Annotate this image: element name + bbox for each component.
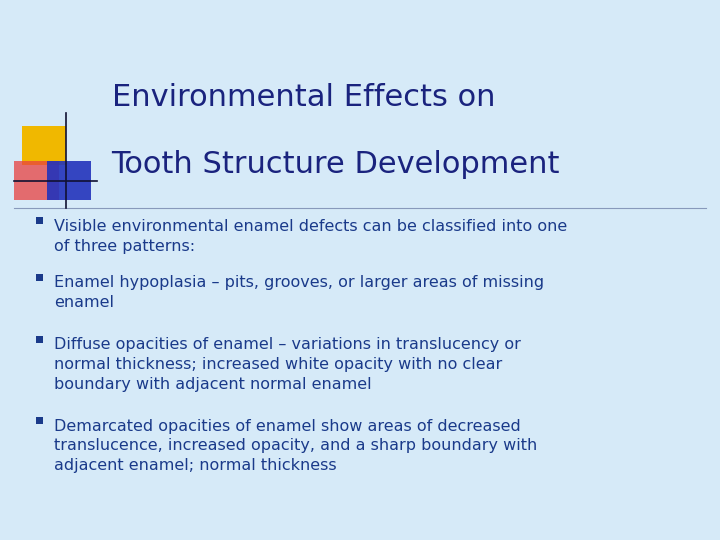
Text: Visible environmental enamel defects can be classified into one
of three pattern: Visible environmental enamel defects can… (54, 219, 567, 253)
Text: Diffuse opacities of enamel – variations in translucency or
normal thickness; in: Diffuse opacities of enamel – variations… (54, 338, 521, 392)
Bar (36, 417, 43, 424)
Bar (22, 126, 66, 165)
Text: Environmental Effects on: Environmental Effects on (112, 83, 495, 112)
Bar (36, 274, 43, 281)
Bar (36, 336, 43, 343)
Bar (14, 161, 59, 200)
Bar (47, 161, 91, 200)
Text: Demarcated opacities of enamel show areas of decreased
translucence, increased o: Demarcated opacities of enamel show area… (54, 418, 537, 473)
Text: Tooth Structure Development: Tooth Structure Development (112, 150, 560, 179)
Bar (36, 217, 43, 224)
Text: Enamel hypoplasia – pits, grooves, or larger areas of missing
enamel: Enamel hypoplasia – pits, grooves, or la… (54, 275, 544, 310)
